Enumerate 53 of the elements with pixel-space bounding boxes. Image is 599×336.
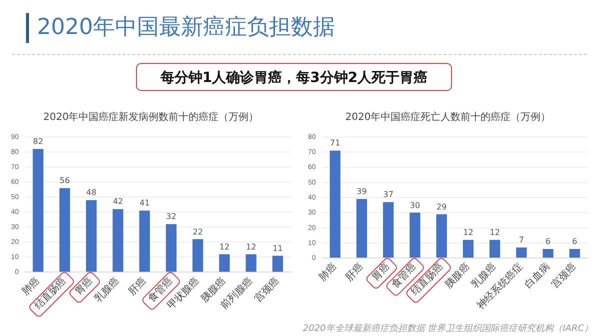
data-label: 7: [518, 236, 524, 245]
data-label: 11: [272, 244, 283, 253]
bar: [166, 224, 177, 272]
x-tick-label: 胃癌: [370, 260, 392, 284]
data-label: 12: [490, 228, 500, 238]
x-tick-label: 肺癌: [316, 260, 340, 284]
text: 每分钟1人确诊胃癌，每3分钟2人死于胃癌: [136, 63, 452, 91]
data-label: 41: [139, 198, 150, 208]
bar: [383, 202, 394, 258]
data-label: 39: [356, 187, 367, 196]
bar: [490, 240, 500, 258]
data-label: 48: [86, 188, 96, 198]
data-label: 12: [463, 228, 474, 238]
data-label: 12: [219, 242, 230, 252]
text: 2020年全球最新癌症负担数据 世界卫生组织国际癌症研究机构（IARC）: [302, 322, 593, 335]
bar: [219, 254, 230, 272]
data-label: 32: [166, 212, 176, 222]
x-tick-label: 肺癌: [19, 274, 42, 298]
data-label: 12: [246, 242, 256, 252]
data-label: 30: [410, 200, 420, 210]
x-tick-label: 乳腺癌: [92, 274, 122, 305]
bar: [516, 247, 527, 258]
bar: [410, 212, 420, 258]
data-label: 82: [33, 137, 44, 146]
bar: [330, 150, 340, 258]
x-tick-label: 宫颈癌: [548, 260, 579, 290]
bar: [436, 214, 447, 258]
chart-title: 2020年中国癌症新发病例数前十的癌症（万例）: [42, 110, 260, 124]
chart-title: 2020年中国癌症死亡人数前十的癌症（万例）: [344, 110, 552, 124]
data-label: 56: [60, 176, 70, 186]
bar: [86, 200, 97, 272]
bar: [139, 210, 150, 272]
bar: [542, 249, 554, 258]
bar: [32, 149, 44, 272]
bar: [272, 256, 284, 272]
data-label: 71: [330, 138, 340, 148]
bar: [112, 209, 124, 272]
bar: [59, 188, 70, 272]
bar: [462, 240, 474, 258]
data-label: 6: [572, 237, 578, 246]
bar: [356, 199, 368, 258]
data-label: 29: [436, 202, 447, 212]
bar: [246, 254, 256, 272]
data-label: 6: [546, 237, 551, 246]
bar: [192, 239, 204, 272]
x-tick-label: 肝癌: [343, 260, 366, 284]
text: 2020年中国最新癌症负担数据: [37, 14, 335, 42]
x-tick-label: 肝癌: [126, 274, 149, 298]
data-label: 42: [112, 197, 124, 206]
x-tick-label: 宫颈癌: [252, 274, 282, 305]
bar: [569, 249, 580, 258]
data-label: 37: [383, 190, 394, 200]
data-label: 22: [192, 227, 203, 236]
